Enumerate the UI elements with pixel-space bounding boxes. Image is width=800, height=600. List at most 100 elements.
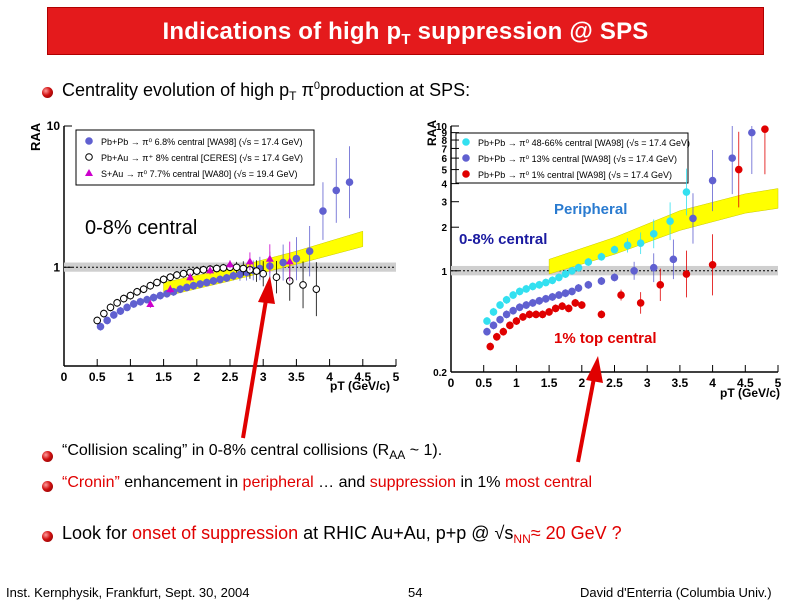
right-point [649, 263, 658, 272]
right-point [502, 310, 511, 319]
left-point [196, 280, 204, 288]
right-point [708, 261, 717, 269]
slide-title: Indications of high pT suppression @ SPS [162, 18, 649, 48]
right-point [689, 214, 697, 223]
arrow-left [241, 276, 275, 439]
left-point [259, 269, 268, 278]
right-xtick-label: 0.5 [475, 376, 492, 390]
right-point [656, 281, 665, 289]
right-ylabel: RAA [425, 120, 439, 146]
right-legend-marker [462, 170, 470, 178]
right-xtick-label: 2.5 [606, 376, 623, 390]
left-point [159, 275, 168, 284]
right-point [564, 304, 573, 313]
right-point [708, 176, 717, 185]
left-xtick-label: 0 [61, 370, 68, 384]
right-xlabel: pT (GeV/c) [720, 386, 780, 400]
left-legend-box [75, 129, 315, 186]
right-point [630, 266, 638, 275]
title-bar: Indications of high pT suppression @ SPS [47, 7, 764, 55]
right-ytick-label: 2 [441, 223, 447, 234]
right-point [568, 266, 576, 275]
right-chart: RAA pT (GeV/c) Pb+Pb → π⁰ 48-66% central… [425, 120, 782, 400]
right-point [548, 276, 557, 285]
right-point [535, 281, 544, 289]
right-ytick-label: 3 [441, 198, 447, 209]
left-point [239, 264, 248, 273]
right-point [597, 252, 606, 261]
left-xlabel: pT (GeV/c) [330, 379, 390, 393]
right-point [528, 299, 537, 307]
left-xtick-label: 3.5 [288, 370, 305, 384]
right-xtick-label: 5 [775, 376, 782, 390]
left-xtick-label: 4.5 [354, 370, 371, 384]
left-point [113, 299, 121, 307]
right-xtick-label: 3.5 [672, 376, 689, 390]
left-point [219, 264, 228, 272]
left-legend-marker [85, 169, 93, 176]
right-point [555, 291, 563, 299]
left-point [292, 254, 301, 263]
left-point [166, 273, 175, 282]
left-point [252, 267, 261, 275]
left-legend-marker [85, 137, 93, 145]
right-point [558, 302, 566, 310]
left-point [285, 257, 294, 265]
right-point [636, 239, 645, 248]
right-point [610, 273, 619, 282]
right-xtick-label: 4 [709, 376, 716, 390]
right-ytick-label: 5 [441, 166, 447, 177]
left-xtick-label: 5 [393, 370, 400, 384]
right-point [483, 327, 491, 336]
right-legend-box [455, 132, 689, 184]
right-point [734, 165, 743, 174]
right-point [761, 125, 769, 134]
left-legend-label: Pb+Pb → π⁰ 6.8% central [WA98] (√s = 17.… [101, 137, 303, 147]
right-point [492, 333, 501, 341]
left-point [126, 291, 135, 300]
right-point [502, 296, 511, 304]
right-point [597, 310, 606, 319]
right-legend-label: Pb+Pb → π⁰ 13% central [WA98] (√s = 17.4… [478, 154, 677, 164]
left-point [319, 207, 327, 215]
left-point [123, 303, 131, 312]
left-point [129, 300, 138, 308]
right-point [496, 315, 504, 324]
right-legend-marker [462, 138, 470, 146]
left-point [136, 297, 145, 306]
left-point [209, 277, 218, 285]
right-point [649, 230, 658, 238]
bullet-icon [42, 451, 53, 462]
right-point [515, 287, 524, 296]
left-legend-label: Pb+Au → π⁺ 8% central [CERES] (√s = 17.4… [101, 153, 303, 163]
right-ytick-label: 8 [441, 136, 447, 147]
left-point [173, 271, 181, 279]
right-xtick-label: 1 [513, 376, 520, 390]
left-point [133, 288, 141, 296]
right-point [542, 278, 550, 287]
right-point [489, 308, 498, 316]
right-point [623, 241, 632, 250]
right-point [545, 308, 553, 316]
right-xtick-label: 3 [644, 376, 651, 390]
right-point [597, 277, 606, 285]
left-point [279, 258, 287, 267]
right-point [610, 245, 619, 254]
footer-right: David d'Enterria (Columbia Univ.) [580, 585, 772, 600]
right-ytick-label: 6 [441, 154, 447, 165]
left-point [143, 295, 151, 304]
right-point [486, 342, 495, 351]
left-point [183, 283, 191, 292]
left-xtick-label: 2 [193, 370, 200, 384]
footer-page-number: 54 [408, 585, 423, 600]
left-point [106, 303, 115, 312]
left-xtick-label: 1.5 [155, 370, 172, 384]
left-point [156, 291, 165, 300]
right-point [496, 301, 504, 309]
left-point [93, 316, 101, 325]
left-point [272, 273, 281, 282]
left-point [305, 247, 314, 255]
right-point [578, 301, 586, 309]
bullet-icon [42, 87, 53, 98]
